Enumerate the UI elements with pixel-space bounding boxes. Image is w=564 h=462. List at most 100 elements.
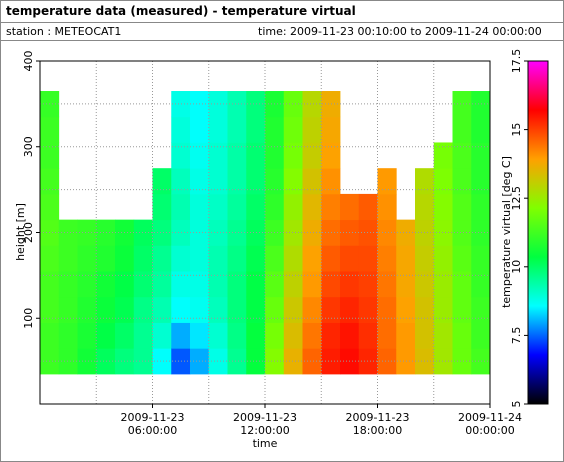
heat-cell: [152, 245, 172, 272]
heat-cell: [133, 245, 153, 272]
heat-cell: [171, 168, 191, 195]
y-axis-label: height [m]: [14, 203, 27, 261]
heat-cell: [340, 296, 360, 323]
heat-cell: [377, 348, 397, 375]
heat-cell: [283, 219, 303, 246]
y-tick-label: 100: [22, 308, 35, 329]
heat-cell: [283, 168, 303, 195]
heat-cell: [321, 168, 341, 195]
heat-cell: [190, 142, 210, 169]
heat-cell: [265, 142, 285, 169]
heat-cell: [227, 219, 247, 246]
heat-cell: [152, 348, 172, 375]
heat-cell: [377, 245, 397, 272]
heat-cell: [302, 296, 322, 323]
heat-cell: [321, 348, 341, 375]
heat-cell: [396, 219, 416, 246]
colorbar-tick-label: 17.5: [510, 49, 523, 74]
heat-cell: [152, 322, 172, 349]
heat-cell: [171, 91, 191, 118]
heat-cell: [246, 219, 266, 246]
heat-cell: [302, 322, 322, 349]
heat-cell: [302, 142, 322, 169]
heat-cell: [77, 245, 97, 272]
heat-cell: [283, 91, 303, 118]
heat-cell: [246, 142, 266, 169]
y-tick-label: 300: [22, 136, 35, 157]
heat-cell: [321, 142, 341, 169]
heat-cell: [471, 296, 491, 323]
heat-cell: [152, 296, 172, 323]
heat-cell: [77, 271, 97, 298]
heat-cell: [246, 271, 266, 298]
x-tick-label: 2009-11-23 18:00:00: [346, 411, 410, 437]
heat-cell: [115, 296, 135, 323]
heat-cell: [77, 348, 97, 375]
heat-cell: [208, 168, 228, 195]
heat-cell: [227, 168, 247, 195]
heat-cell: [208, 142, 228, 169]
heat-cell: [96, 245, 116, 272]
heat-cell: [246, 322, 266, 349]
heat-cell: [96, 296, 116, 323]
heat-cell: [58, 245, 78, 272]
heat-cell: [415, 193, 435, 221]
heat-cell: [227, 322, 247, 349]
x-axis-label: time: [253, 437, 278, 450]
heat-cell: [471, 271, 491, 298]
heat-cell: [433, 245, 453, 272]
heat-cell: [40, 116, 60, 143]
x-tick-label: 2009-11-24 00:00:00: [458, 411, 522, 437]
heat-cell: [115, 245, 135, 272]
heat-cell: [452, 193, 472, 221]
heat-cell: [227, 91, 247, 118]
heat-cell: [471, 348, 491, 375]
heat-cell: [377, 322, 397, 349]
heat-cell: [190, 116, 210, 143]
heat-cell: [171, 245, 191, 272]
heat-cell: [452, 296, 472, 323]
heat-cell: [190, 193, 210, 221]
heat-cell: [321, 296, 341, 323]
heat-cell: [358, 193, 378, 221]
heat-cell: [340, 271, 360, 298]
heat-cell: [302, 271, 322, 298]
heat-cell: [227, 193, 247, 221]
heat-cell: [190, 245, 210, 272]
heat-cell: [227, 271, 247, 298]
heat-cell: [40, 193, 60, 221]
heat-cell: [358, 271, 378, 298]
heat-cell: [115, 322, 135, 349]
heat-cell: [283, 142, 303, 169]
heat-cell: [433, 271, 453, 298]
heat-cell: [40, 168, 60, 195]
x-tick-label: 2009-11-23 12:00:00: [233, 411, 297, 437]
heat-cell: [433, 322, 453, 349]
colorbar-tick-label: 5: [510, 401, 523, 408]
heat-cell: [283, 116, 303, 143]
heat-cell: [40, 245, 60, 272]
heat-cell: [377, 271, 397, 298]
heat-cell: [152, 193, 172, 221]
heat-cell: [265, 116, 285, 143]
heat-cell: [96, 219, 116, 246]
heat-cell: [133, 296, 153, 323]
heat-cell: [377, 193, 397, 221]
heat-cell: [246, 348, 266, 375]
heat-cell: [377, 219, 397, 246]
heat-cell: [190, 322, 210, 349]
heat-cell: [358, 296, 378, 323]
heat-cell: [471, 322, 491, 349]
heat-cell: [283, 245, 303, 272]
heat-cell: [396, 322, 416, 349]
heat-cell: [321, 322, 341, 349]
colorbar-label: temperature virtual [deg C]: [500, 156, 513, 308]
heat-cell: [133, 348, 153, 375]
y-tick-label: 200: [22, 222, 35, 243]
heat-cell: [433, 219, 453, 246]
heat-cell: [396, 348, 416, 375]
heat-cell: [283, 348, 303, 375]
heat-cell: [396, 271, 416, 298]
heat-cell: [452, 245, 472, 272]
